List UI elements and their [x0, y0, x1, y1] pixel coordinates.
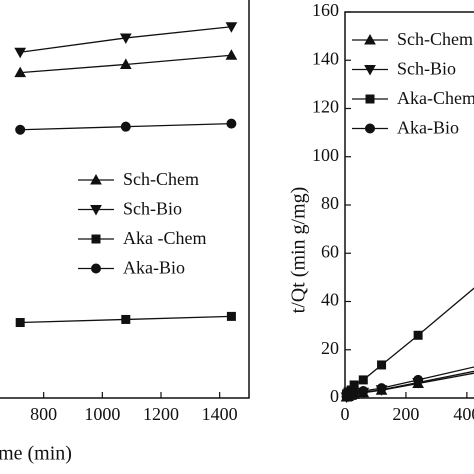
legend-label: Aka-Bio — [397, 118, 459, 138]
marker — [358, 375, 368, 385]
x-tick-label: 0 — [341, 404, 350, 424]
y-tick-label: 80 — [321, 193, 339, 213]
y-tick-label: 160 — [312, 0, 339, 20]
legend-label: Sch-Chem — [123, 169, 199, 189]
y-tick-label: 100 — [312, 145, 339, 165]
marker — [90, 205, 102, 216]
x-tick-label: 800 — [30, 404, 57, 424]
marker — [90, 173, 102, 185]
marker — [376, 383, 387, 394]
marker — [225, 22, 238, 33]
y-tick-label: 140 — [312, 48, 339, 68]
plot-frame — [0, 0, 250, 399]
marker — [15, 124, 26, 135]
marker — [14, 47, 27, 59]
x-tick-label: 1000 — [84, 404, 120, 424]
y-axis-label: t/Qt (min g/mg) — [288, 187, 310, 314]
y-tick-label: 120 — [312, 97, 339, 117]
x-tick-label: 400 — [453, 404, 474, 424]
marker — [377, 360, 387, 370]
marker — [349, 388, 360, 399]
legend-label: Sch-Bio — [123, 199, 182, 219]
legend-label: Aka -Chem — [123, 228, 206, 248]
marker — [365, 94, 375, 104]
x-tick-label: 200 — [392, 404, 419, 424]
marker — [226, 118, 237, 129]
legend-label: Aka-Bio — [123, 258, 185, 278]
legend-label: Sch-Bio — [397, 59, 456, 79]
marker — [15, 318, 25, 328]
legend-label: Sch-Chem — [397, 29, 473, 49]
marker — [413, 374, 424, 385]
x-tick-label: 1400 — [202, 404, 238, 424]
marker — [365, 123, 375, 134]
marker — [14, 66, 27, 78]
marker — [358, 386, 369, 397]
marker — [119, 33, 132, 44]
marker — [225, 49, 238, 60]
marker — [349, 380, 359, 390]
marker — [91, 263, 101, 274]
marker — [364, 33, 376, 45]
marker — [364, 65, 376, 76]
y-tick-label: 20 — [321, 338, 339, 358]
marker — [121, 314, 131, 324]
y-tick-label: 0 — [330, 386, 339, 406]
x-axis-label: Time (min) — [0, 443, 72, 465]
marker — [91, 234, 101, 244]
legend-label: Aka-Chem — [397, 88, 474, 108]
y-tick-label: 40 — [321, 290, 339, 310]
y-tick-label: 60 — [321, 241, 339, 261]
x-tick-label: 1200 — [143, 404, 179, 424]
marker — [413, 330, 423, 340]
marker — [119, 58, 132, 69]
marker — [120, 121, 131, 132]
marker — [226, 311, 236, 321]
